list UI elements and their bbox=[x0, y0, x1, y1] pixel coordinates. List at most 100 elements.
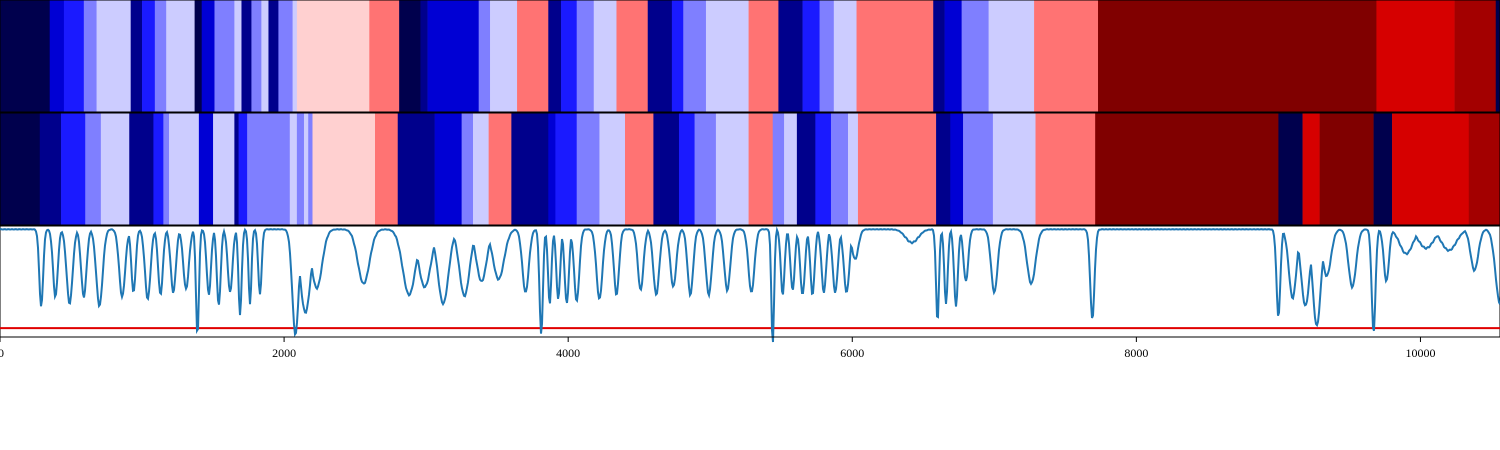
heatmap-cell bbox=[992, 113, 1036, 225]
heatmap-cell bbox=[748, 113, 774, 225]
heatmap-cell bbox=[278, 0, 293, 112]
heatmap-cell bbox=[153, 113, 164, 225]
heatmap-cell bbox=[555, 113, 578, 225]
heatmap-cell bbox=[1098, 0, 1377, 112]
heatmap-cell bbox=[848, 113, 859, 225]
heatmap-cell bbox=[39, 113, 62, 225]
heatmap-cell bbox=[548, 0, 562, 112]
heatmap-cell bbox=[694, 113, 717, 225]
heatmap-row-2 bbox=[0, 113, 1500, 225]
heatmap-cell bbox=[434, 113, 462, 225]
heatmap-cell bbox=[399, 0, 421, 112]
heatmap-cell bbox=[303, 113, 309, 225]
heatmap-row-1 bbox=[0, 0, 1500, 112]
heatmap-cell bbox=[130, 0, 143, 112]
heatmap-cell bbox=[1035, 113, 1096, 225]
heatmap-cell bbox=[1319, 113, 1374, 225]
heatmap-cell bbox=[548, 113, 556, 225]
heatmap-cell bbox=[420, 0, 428, 112]
heatmap-cell bbox=[950, 113, 964, 225]
heatmap-cell bbox=[1278, 113, 1303, 225]
heatmap-cell bbox=[748, 0, 779, 112]
heatmap-cell bbox=[312, 113, 376, 225]
heatmap-cell bbox=[778, 0, 803, 112]
heatmap-cell bbox=[576, 113, 600, 225]
heatmap-cell bbox=[201, 0, 215, 112]
heatmap-cell bbox=[214, 0, 235, 112]
heatmap-cell bbox=[988, 0, 1035, 112]
heatmap-cell bbox=[261, 0, 269, 112]
heatmap-cell bbox=[819, 0, 835, 112]
heatmap-cell bbox=[251, 0, 262, 112]
heatmap-cell bbox=[308, 113, 313, 225]
heatmap-cell bbox=[238, 113, 248, 225]
heatmap-cell bbox=[461, 113, 474, 225]
heatmap-cell bbox=[488, 113, 512, 225]
heatmap-cell bbox=[936, 113, 951, 225]
heatmap-cell bbox=[671, 0, 684, 112]
heatmap-cell bbox=[830, 113, 849, 225]
heatmap-cell bbox=[1392, 113, 1470, 225]
heatmap-cell bbox=[49, 0, 65, 112]
heatmap-cell bbox=[599, 113, 626, 225]
heatmap-cell bbox=[427, 0, 479, 112]
heatmap-cell bbox=[83, 0, 97, 112]
heatmap-cell bbox=[490, 0, 518, 112]
heatmap-cell bbox=[856, 0, 934, 112]
x-tick-label: 4000 bbox=[556, 346, 580, 360]
x-tick-label: 10000 bbox=[1405, 346, 1435, 360]
heatmap-cell bbox=[478, 0, 491, 112]
x-tick-label: 8000 bbox=[1124, 346, 1148, 360]
heatmap-cell bbox=[369, 0, 400, 112]
heatmap-cell bbox=[0, 0, 51, 112]
heatmap-row-1-frame bbox=[0, 0, 1500, 113]
heatmap-cell bbox=[511, 113, 549, 225]
heatmap-cell bbox=[1302, 113, 1320, 225]
heatmap-cell bbox=[815, 113, 832, 225]
heatmap-cell bbox=[625, 113, 654, 225]
heatmap-row-2-frame bbox=[0, 112, 1500, 226]
heatmap-cell bbox=[857, 113, 937, 225]
heatmap-cell bbox=[963, 113, 994, 225]
heatmap-cell bbox=[234, 0, 242, 112]
heatmap-cell bbox=[705, 0, 749, 112]
x-tick-label: 0 bbox=[0, 346, 4, 360]
heatmap-cell bbox=[683, 0, 707, 112]
heatmap-cell bbox=[517, 0, 549, 112]
heatmap-cell bbox=[296, 0, 370, 112]
heatmap-cell bbox=[647, 0, 673, 112]
heatmap-cell bbox=[142, 0, 156, 112]
heatmap-cell bbox=[1376, 0, 1455, 112]
heatmap-cell bbox=[247, 113, 291, 225]
heatmap-cell bbox=[616, 0, 649, 112]
heatmap-cell bbox=[289, 113, 298, 225]
heatmap-cell bbox=[163, 113, 170, 225]
heatmap-cell bbox=[100, 113, 130, 225]
heatmap-cell bbox=[653, 113, 680, 225]
heatmap-cell bbox=[213, 113, 235, 225]
x-axis-ticks: 0 2000 4000 6000 8000 10000 bbox=[0, 337, 1435, 360]
heatmap-cell bbox=[375, 113, 399, 225]
heatmap-cell bbox=[593, 0, 617, 112]
heatmap-cell bbox=[96, 0, 131, 112]
heatmap-cell bbox=[772, 113, 785, 225]
heatmap-cell bbox=[678, 113, 695, 225]
heatmap-cell bbox=[1034, 0, 1099, 112]
heatmap-cell bbox=[169, 113, 200, 225]
heatmap-cell bbox=[1095, 113, 1279, 225]
heatmap-cell bbox=[802, 0, 820, 112]
x-tick-label: 2000 bbox=[272, 346, 296, 360]
heatmap-cell bbox=[833, 0, 857, 112]
heatmap-cell bbox=[784, 113, 798, 225]
heatmap-cell bbox=[234, 113, 239, 225]
heatmap-cell bbox=[715, 113, 749, 225]
heatmap-cell bbox=[85, 113, 102, 225]
heatmap-cell bbox=[154, 0, 167, 112]
heatmap-cell bbox=[473, 113, 489, 225]
heatmap-cell bbox=[961, 0, 989, 112]
heatmap-cell bbox=[1454, 0, 1497, 112]
heatmap-cell bbox=[576, 0, 595, 112]
heatmap-cell bbox=[933, 0, 945, 112]
heatmap-cell bbox=[1495, 0, 1500, 112]
